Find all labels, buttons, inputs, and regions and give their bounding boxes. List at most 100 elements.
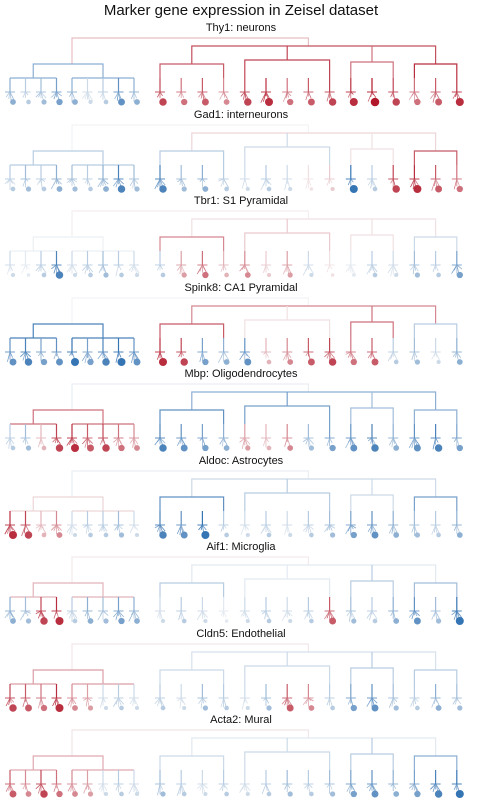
neuron-branch: [191, 304, 437, 324]
fine-branch: [414, 351, 418, 358]
non-neuronal-branch: [32, 755, 104, 770]
fine-branch: [408, 437, 415, 449]
fine-branch: [412, 264, 415, 275]
fine-branch: [284, 437, 288, 447]
cluster-node: [436, 272, 441, 278]
fine-branch: [286, 437, 291, 446]
cluster-node: [328, 357, 337, 366]
cluster-node: [40, 617, 48, 625]
cluster-node: [371, 790, 379, 798]
fine-branch: [392, 524, 395, 533]
fine-branch: [87, 178, 91, 186]
cluster-node: [244, 358, 252, 365]
fine-branch: [40, 524, 47, 534]
cluster-node: [41, 532, 47, 537]
cluster-node: [224, 272, 229, 278]
fine-branch: [179, 437, 182, 445]
fine-branch: [9, 178, 16, 185]
fine-branch: [244, 783, 251, 791]
fine-branch: [40, 351, 44, 357]
fine-branch: [346, 610, 352, 616]
cluster-node: [393, 531, 400, 538]
fine-branch: [102, 178, 109, 184]
fine-branch: [411, 91, 415, 96]
cluster-node: [9, 790, 17, 798]
fine-branch: [9, 351, 13, 358]
cluster-node: [41, 186, 47, 191]
fine-branch: [392, 697, 395, 704]
fine-branch: [284, 610, 288, 618]
fine-branch: [370, 524, 373, 534]
cluster-node: [455, 616, 464, 626]
cluster-node: [87, 791, 94, 797]
fine-branch: [102, 351, 109, 359]
cluster-node: [40, 790, 48, 798]
fine-branch: [53, 610, 57, 619]
fine-branch: [38, 610, 42, 619]
fine-branch: [308, 697, 314, 701]
cluster-node: [309, 532, 314, 537]
fine-branch: [329, 697, 333, 706]
fine-branch: [390, 178, 394, 184]
fine-branch: [220, 524, 224, 532]
dendrogram-aldoc: [4, 469, 463, 539]
fine-branch: [51, 264, 57, 270]
fine-branch: [414, 264, 419, 272]
neuron-branch: [191, 737, 437, 756]
cluster-node: [55, 271, 64, 279]
fine-branch: [7, 264, 11, 275]
cluster-node: [118, 531, 125, 538]
panel-title: Spink8: CA1 Pyramidal: [184, 281, 298, 294]
fine-branch: [85, 524, 88, 534]
cluster-node: [134, 272, 140, 278]
fine-branch: [159, 437, 163, 445]
fine-branch: [25, 524, 30, 532]
fine-branch: [159, 351, 163, 359]
fine-branch: [8, 697, 11, 705]
fine-branch: [8, 437, 11, 449]
cluster-node: [103, 99, 109, 105]
cluster-node: [88, 532, 93, 537]
panel-acta2: Acta2: Mural: [0, 714, 482, 802]
fine-branch: [71, 351, 75, 359]
cluster-node: [393, 359, 399, 364]
fine-branch: [20, 351, 26, 357]
fine-branch: [51, 91, 57, 98]
cluster-node: [456, 185, 463, 192]
fine-branch: [414, 178, 419, 185]
fine-branch: [412, 178, 415, 189]
cluster-node: [202, 444, 209, 452]
fine-branch: [326, 524, 330, 531]
fine-branch: [69, 351, 73, 356]
fine-branch: [7, 178, 11, 184]
fine-branch: [414, 610, 420, 617]
fine-branch: [176, 524, 182, 534]
cluster-node: [330, 705, 335, 710]
fine-branch: [113, 437, 119, 443]
cluster-node: [245, 705, 250, 710]
cluster-node: [181, 618, 187, 624]
fine-branch: [414, 697, 417, 704]
fine-branch: [371, 178, 377, 187]
cluster-node: [56, 531, 63, 538]
fine-branch: [157, 610, 161, 618]
fine-branch: [67, 783, 73, 792]
fine-branch: [435, 610, 438, 621]
fine-branch: [265, 610, 271, 620]
panel-aif1: Aif1: Microglia: [0, 541, 482, 629]
cluster-node: [70, 357, 80, 366]
fine-branch: [390, 610, 394, 617]
cluster-node: [160, 705, 166, 710]
fine-branch: [304, 783, 309, 789]
fine-branch: [128, 264, 135, 271]
fine-branch: [370, 178, 373, 189]
fine-branch: [118, 697, 122, 705]
fine-branch: [390, 351, 394, 359]
panel-title: Mbp: Oligodendrocytes: [184, 368, 298, 380]
fine-branch: [115, 437, 119, 447]
group-bracket: [244, 751, 331, 770]
cluster-node: [202, 185, 209, 192]
cluster-node: [10, 445, 16, 451]
fine-branch: [286, 264, 292, 274]
cluster-node: [266, 445, 272, 451]
